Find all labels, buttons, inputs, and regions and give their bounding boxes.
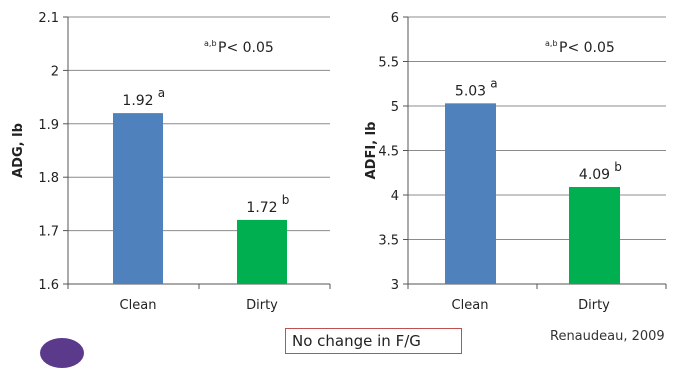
adfi-tick-label: 4 — [391, 189, 399, 204]
adfi-bar-dirty — [569, 186, 620, 284]
adfi-tick-label: 5 — [391, 100, 399, 115]
adg-category-label: Clean — [120, 298, 157, 313]
adg-significance-letter: b — [282, 193, 290, 207]
adg-tick-label: 1.7 — [38, 225, 59, 240]
source-label: Renaudeau, 2009 — [550, 329, 665, 344]
adfi-tick-label: 3 — [391, 278, 399, 293]
adfi-annotation: P< 0.05 — [559, 40, 615, 56]
adfi-category-label: Clean — [452, 298, 489, 313]
adfi-annotation-superscript: a,b — [545, 39, 558, 48]
adfi-significance-letter: b — [614, 160, 622, 174]
adfi-category-label: Dirty — [578, 298, 610, 313]
decorative-shape — [40, 338, 84, 368]
adg-significance-letter: a — [158, 86, 165, 100]
adg-category-label: Dirty — [246, 298, 278, 313]
adfi-tick-label: 5.5 — [378, 56, 399, 71]
adg-tick-label: 1.8 — [38, 171, 59, 186]
adg-annotation-superscript: a,b — [204, 39, 217, 48]
adg-tick-label: 1.9 — [38, 118, 59, 133]
adg-value-label: 1.72 — [246, 200, 277, 216]
adfi-value-label: 5.03 — [455, 83, 486, 99]
adg-y-axis-label: ADG, lb — [11, 123, 26, 178]
adg-tick-label: 1.6 — [38, 278, 59, 293]
adg-tick-label: 2 — [51, 64, 59, 79]
adfi-bar-clean — [445, 103, 496, 284]
adfi-significance-letter: a — [490, 76, 497, 90]
adfi-tick-label: 6 — [391, 11, 399, 26]
note-box: No change in F/G — [285, 328, 462, 354]
adfi-value-label: 4.09 — [579, 167, 610, 183]
adfi-tick-label: 3.5 — [378, 234, 399, 249]
adfi-tick-label: 4.5 — [378, 145, 399, 160]
adfi-y-axis-label: ADFI, lb — [364, 122, 379, 180]
adg-value-label: 1.92 — [122, 93, 153, 109]
adg-bar-clean — [113, 113, 163, 285]
adg-bar-dirty — [237, 219, 287, 284]
adg-annotation: P< 0.05 — [218, 40, 274, 56]
adg-tick-label: 2.1 — [38, 11, 59, 26]
